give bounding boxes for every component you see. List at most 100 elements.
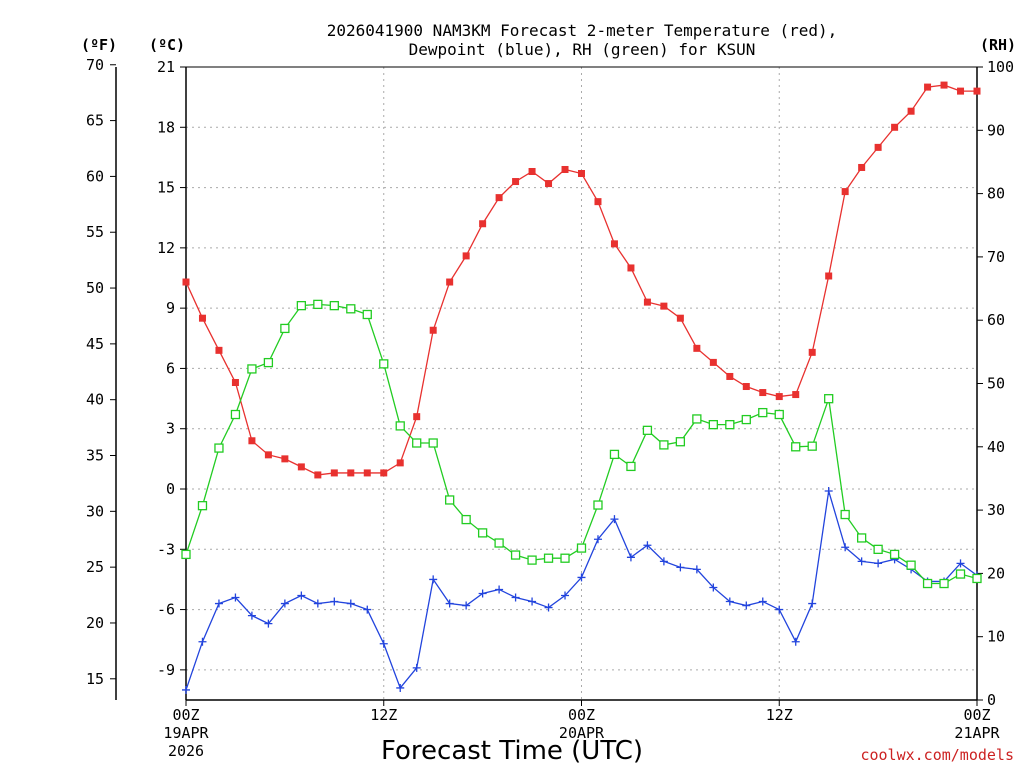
rh-point (395, 421, 405, 431)
rh-point (247, 364, 257, 374)
x-axis-label: Forecast Time (UTC) (381, 736, 643, 766)
temperature-point (594, 198, 602, 206)
celsius-tick-label: 12 (157, 239, 175, 257)
rh-point (824, 394, 834, 404)
rh-tick-label: 10 (987, 628, 1005, 646)
x-tick-year: 2026 (168, 742, 204, 760)
fahrenheit-tick-label: 20 (86, 614, 104, 632)
rh-point (461, 514, 471, 525)
temperature-point (891, 123, 899, 131)
temperature-point (660, 302, 668, 310)
celsius-tick-label: -3 (157, 540, 175, 558)
temperature-point (907, 107, 915, 115)
temperature-point (940, 81, 948, 89)
fahrenheit-unit-label: (ºF) (81, 36, 117, 54)
dewpoint-point (874, 559, 883, 568)
fahrenheit-tick-label: 40 (86, 391, 104, 409)
dewpoint-point (313, 599, 322, 608)
temperature-point (858, 163, 866, 171)
dewpoint-point (182, 685, 190, 694)
dewpoint-point (528, 597, 537, 606)
celsius-tick-label: -6 (157, 601, 175, 619)
rh-point (642, 425, 653, 435)
rh-point (889, 549, 900, 560)
rh-point (543, 553, 554, 563)
temperature-point (808, 348, 816, 356)
temperature-point (775, 393, 783, 401)
rh-point (939, 578, 949, 589)
x-tick-date: 19APR (163, 724, 209, 742)
temperature-point (297, 463, 305, 471)
dewpoint-point (659, 557, 668, 566)
rh-point (922, 578, 933, 589)
temperature-point (363, 469, 371, 477)
dewpoint-point (791, 637, 800, 646)
dewpoint-point (363, 605, 372, 614)
temperature-point (462, 252, 470, 260)
rh-point (856, 533, 867, 543)
temperature-point (347, 469, 355, 477)
rh-point (362, 309, 372, 320)
temperature-point (561, 165, 569, 173)
rh-point (906, 560, 916, 570)
temperature-point (380, 469, 388, 477)
rh-point (840, 509, 850, 520)
celsius-tick-label: 9 (166, 299, 175, 317)
temperature-point (578, 170, 585, 178)
temperature-point (825, 272, 833, 280)
dewpoint-point (396, 683, 405, 692)
dewpoint-point (330, 597, 339, 606)
celsius-tick-label: 0 (166, 480, 175, 498)
dewpoint-point (198, 637, 207, 646)
temperature-point (709, 358, 717, 366)
rh-point (725, 419, 735, 430)
dewpoint-point (462, 601, 471, 610)
x-tick-label: 00Z (963, 706, 990, 724)
dewpoint-point (577, 573, 586, 582)
temperature-point (413, 413, 421, 421)
temperature-point (264, 451, 272, 459)
rh-tick-label: 20 (987, 564, 1005, 582)
temperature-point (610, 240, 618, 248)
x-tick-label: 00Z (172, 706, 199, 724)
rh-point (445, 495, 455, 505)
temperature-point (429, 326, 437, 334)
chart-title-line2: Dewpoint (blue), RH (green) for KSUN (409, 40, 756, 59)
rh-point (313, 299, 323, 310)
fahrenheit-tick-label: 45 (86, 335, 104, 353)
rh-point (428, 438, 438, 448)
dewpoint-point (758, 597, 767, 606)
celsius-tick-label: 18 (157, 118, 175, 136)
celsius-tick-label: 6 (166, 359, 175, 377)
rh-point (510, 550, 521, 560)
temperature-point (528, 167, 536, 175)
fahrenheit-tick-label: 15 (86, 670, 104, 688)
rh-tick-label: 80 (987, 185, 1005, 203)
temperature-point (957, 87, 965, 95)
temperature-point (726, 372, 734, 380)
temperature-point (182, 278, 190, 286)
temperature-point (215, 346, 223, 354)
fahrenheit-tick-label: 25 (86, 558, 104, 576)
temperature-point (479, 220, 487, 228)
temperature-point (874, 143, 882, 151)
temperature-point (676, 314, 684, 322)
dewpoint-point (593, 535, 602, 544)
dewpoint-point (379, 639, 388, 648)
x-tick-date: 21APR (954, 724, 1000, 742)
rh-tick-label: 50 (987, 375, 1005, 393)
tick-labels: 15 20 25 30 35 40 45 50 55 60 65 70 -9 -6 -3 0 3 6 9 12 15 18… (86, 56, 1014, 760)
dewpoint-point (857, 557, 866, 566)
rh-point (609, 449, 620, 460)
dewpoint-point (561, 591, 570, 600)
rh-point (214, 443, 224, 453)
credit-text: coolwx.com/models (860, 746, 1014, 764)
rh-point (230, 409, 241, 420)
celsius-tick-label: 3 (166, 420, 175, 438)
rh-tick-label: 0 (987, 691, 996, 709)
rh-tick-label: 90 (987, 121, 1005, 139)
rh-point (807, 441, 817, 451)
fahrenheit-tick-label: 55 (86, 223, 104, 241)
fahrenheit-tick-label: 30 (86, 502, 104, 520)
rh-point (873, 544, 883, 554)
